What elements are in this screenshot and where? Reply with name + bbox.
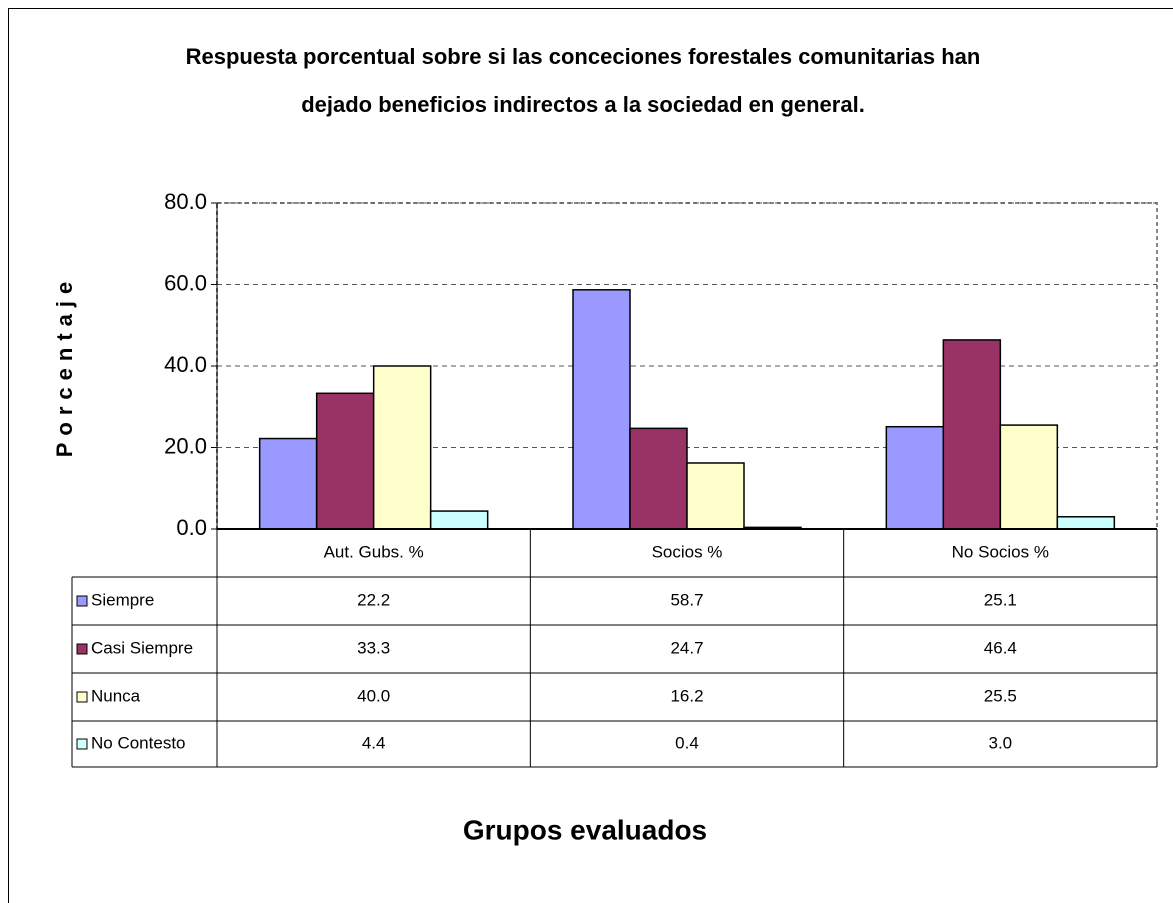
bar [686,462,745,530]
bar [999,424,1059,530]
chart-title: Respuesta porcentual sobre si las concec… [186,44,981,69]
table-value: 46.4 [984,638,1017,657]
bar [629,427,688,530]
table-value: 0.4 [675,733,699,752]
bar [885,425,945,530]
x-axis-label: Grupos evaluados [463,814,707,845]
table-value: 22.2 [357,590,390,609]
chart-title: dejado beneficios indirectos a la socied… [301,92,865,117]
y-tick-label: 60.0 [164,270,207,295]
y-tick-label: 40.0 [164,352,207,377]
y-axis-label: Porcentaje [52,275,77,458]
table-value: 16.2 [670,686,703,705]
y-tick-label: 20.0 [164,433,207,458]
table-value: 58.7 [670,590,703,609]
legend-swatch [76,643,88,655]
legend-label: Casi Siempre [91,638,193,657]
table-value: 4.4 [362,733,386,752]
legend-swatch [76,738,88,750]
bar [429,510,489,530]
x-tick-label: Socios % [652,542,723,561]
legend-label: Siempre [91,590,154,609]
table-value: 25.5 [984,686,1017,705]
bar [315,392,375,530]
legend-swatch [76,691,88,703]
table-value: 24.7 [670,638,703,657]
table-value: 40.0 [357,686,390,705]
legend-swatch [76,595,88,607]
legend-label: No Contesto [91,733,186,752]
bar [258,437,318,530]
bar [942,339,1002,530]
y-tick-label: 80.0 [164,189,207,214]
x-tick-label: Aut. Gubs. % [324,542,424,561]
table-value: 33.3 [357,638,390,657]
table-value: 25.1 [984,590,1017,609]
bar [572,289,631,530]
x-tick-label: No Socios % [952,542,1049,561]
legend-label: Nunca [91,686,141,705]
table-value: 3.0 [989,733,1013,752]
bar [1056,516,1116,530]
bar [372,365,432,530]
y-tick-label: 0.0 [176,515,207,540]
